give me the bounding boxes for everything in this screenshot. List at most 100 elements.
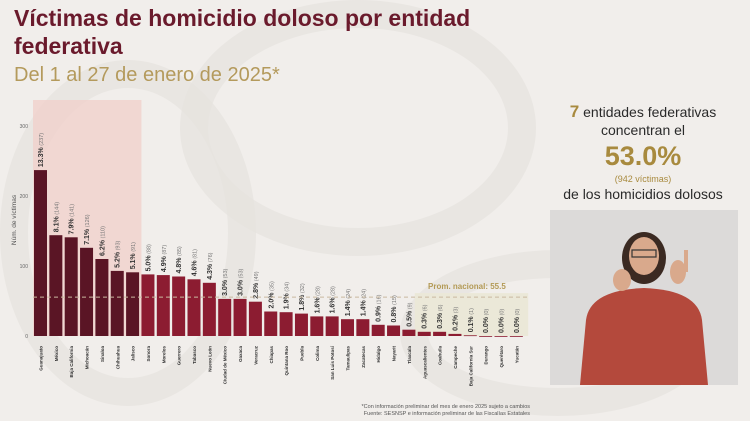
bar-value-label: 4.8% (85) — [176, 246, 183, 273]
bar-value-label: 0.3% (6) — [422, 304, 429, 328]
bar-value-label: 1.9% (34) — [284, 282, 291, 309]
bar-value-label: 3.0% (53) — [238, 268, 245, 295]
percent-label: 6.2% — [99, 239, 106, 256]
bar-value-label: 0.1% (1) — [468, 308, 475, 332]
bar-value-label: 7.1% (126) — [84, 214, 91, 245]
bar-value-label: 5.2% (93) — [115, 240, 122, 267]
bar-value-label: 0.9% (16) — [376, 294, 383, 321]
bar-michoacán — [80, 247, 94, 336]
bar-durango — [479, 336, 493, 337]
y-tick-label: 100 — [20, 264, 29, 270]
percent-label: 1.6% — [330, 297, 337, 314]
count-label: (141) — [70, 204, 76, 219]
bar-hidalgo — [371, 324, 385, 336]
count-label: (91) — [131, 242, 137, 253]
bar-value-label: 6.2% (110) — [99, 226, 106, 256]
percent-label: 7.1% — [84, 228, 91, 245]
percent-label: 8.1% — [53, 215, 60, 232]
bar-nuevo-león — [202, 282, 216, 336]
percent-label: 1.9% — [284, 292, 291, 309]
bar-coahuila — [433, 331, 447, 336]
count-label: (53) — [223, 268, 229, 279]
bar-chihuahua — [110, 270, 124, 336]
percent-label: 0.8% — [391, 306, 398, 323]
bar-value-label: 3.0% (53) — [222, 268, 229, 295]
count-label: (81) — [193, 249, 199, 260]
bar-querétaro — [494, 336, 508, 337]
count-label: (0) — [484, 309, 490, 317]
count-label: (0) — [515, 309, 521, 317]
category-label: Querétaro — [499, 346, 504, 368]
bar-value-label: 0.2% (3) — [452, 307, 459, 331]
count-label: (1) — [469, 308, 475, 316]
bar-morelos — [156, 275, 170, 336]
bar-chart: Núm. de víctimas 0 100 200 300 13.3% (237) Gua… — [11, 100, 529, 387]
bar-baja-california — [64, 237, 78, 336]
category-label: Durango — [484, 346, 489, 365]
category-label: Ciudad de México — [223, 346, 228, 385]
percent-label: 0.2% — [452, 314, 459, 331]
category-label: Chihuahua — [115, 346, 120, 370]
percent-label: 4.6% — [192, 260, 199, 277]
category-label: Coahuila — [438, 346, 443, 365]
bar-puebla — [294, 313, 308, 336]
bar-value-label: 5.0% (88) — [145, 244, 152, 271]
bar-tamaulipas — [341, 319, 354, 336]
bar-value-label: 2.0% (35) — [268, 281, 275, 308]
y-axis-label: Núm. de víctimas — [11, 194, 18, 245]
y-tick-label: 200 — [20, 194, 29, 200]
footnote-line-1: *Con información preliminar del mes de e… — [361, 404, 530, 410]
percent-label: 0.3% — [437, 312, 444, 329]
bar-guerrero — [172, 276, 186, 336]
percent-label: 0.9% — [376, 305, 383, 322]
category-label: Guanajuato — [39, 346, 44, 371]
count-label: (34) — [285, 282, 291, 293]
bar-chiapas — [264, 311, 278, 336]
percent-label: 4.8% — [176, 257, 183, 274]
page-subtitle: Del 1 al 27 de enero de 2025* — [14, 64, 280, 86]
bar-value-label: 4.9% (87) — [161, 245, 168, 272]
category-label: Oaxaca — [238, 346, 243, 363]
bar-yucatán — [509, 336, 523, 337]
bar-sinaloa — [95, 259, 109, 336]
summary-line3: de los homicidios dolosos — [563, 186, 723, 202]
percent-label: 3.0% — [238, 279, 245, 296]
category-label: Hidalgo — [376, 346, 381, 363]
category-label: Yucatán — [514, 346, 519, 364]
bar-baja-california-sur — [463, 335, 477, 337]
category-label: México — [54, 346, 59, 362]
footnote-line-2: Fuente: SESNSP e información preliminar … — [363, 411, 530, 417]
bar-value-label: 1.6% (28) — [314, 286, 321, 313]
count-label: (16) — [377, 294, 383, 305]
summary-count: 7 — [569, 102, 580, 121]
count-label: (24) — [346, 289, 352, 300]
bar-value-label: 1.4% (24) — [345, 289, 352, 316]
bar-value-label: 2.8% (49) — [253, 271, 260, 298]
category-label: Tabasco — [192, 346, 197, 364]
category-label: Chiapas — [269, 346, 274, 364]
interpreter-figure — [580, 232, 708, 385]
bar-value-label: 1.4% (24) — [360, 289, 367, 316]
percent-label: 2.8% — [253, 282, 260, 299]
bar-colima — [310, 316, 324, 336]
percent-label: 13.3% — [38, 146, 45, 167]
category-label: Campeche — [453, 346, 458, 369]
percent-label: 4.3% — [207, 263, 214, 280]
category-label: Baja California Sur — [468, 346, 473, 387]
y-tick-label: 300 — [20, 124, 29, 130]
bar-value-label: 4.6% (81) — [192, 249, 199, 276]
footnote: *Con información preliminar del mes de e… — [300, 404, 530, 418]
summary-victims: (942 víctimas) — [614, 174, 672, 184]
bar-aguascalientes — [417, 331, 431, 336]
percent-label: 0.5% — [406, 310, 413, 327]
category-label: Nayarit — [392, 346, 397, 362]
bar-value-label: 13.3% (237) — [38, 133, 45, 167]
bar-value-label: 0.0% (0) — [483, 309, 490, 333]
percent-label: 0.0% — [514, 316, 521, 333]
percent-label: 5.1% — [130, 253, 137, 270]
percent-label: 3.0% — [222, 279, 229, 296]
percent-label: 1.4% — [345, 299, 352, 316]
count-label: (110) — [100, 226, 106, 240]
bar-tlaxcala — [402, 329, 416, 336]
summary-line1: entidades federativas — [583, 104, 717, 120]
